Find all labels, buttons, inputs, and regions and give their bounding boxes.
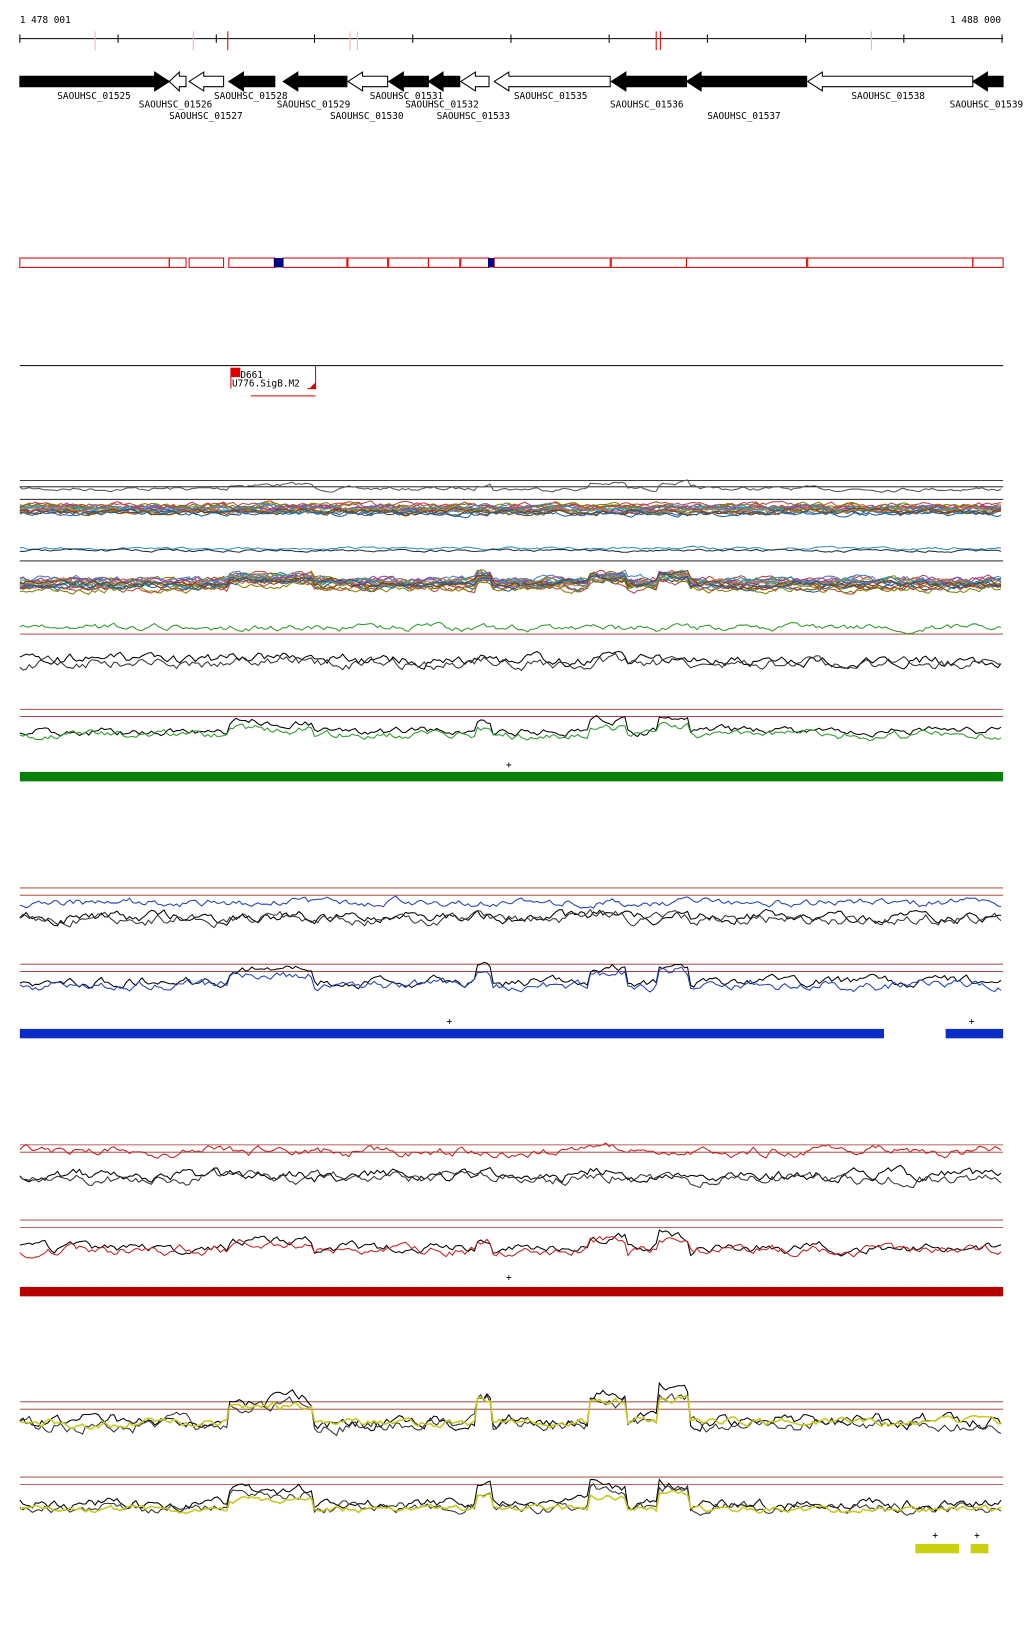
gene <box>346 71 389 92</box>
gene <box>227 71 276 92</box>
signal-line <box>19 545 1002 551</box>
gene-label: SAOUHSC_01535 <box>514 91 588 102</box>
gene-box <box>188 257 225 268</box>
gene-label: SAOUHSC_01536 <box>610 100 684 111</box>
scale-end: 1 488 000 <box>950 15 1001 26</box>
feature-box <box>230 367 241 378</box>
signal-line <box>19 621 1002 635</box>
signal-line <box>19 506 1002 517</box>
plus-mark: + <box>969 1017 975 1028</box>
gene-label: SAOUHSC_01526 <box>139 100 213 111</box>
gene <box>168 70 187 93</box>
gene <box>427 71 461 92</box>
signal-line <box>19 1235 1002 1259</box>
feature-label: U776.SigB.M2 <box>232 378 300 389</box>
signal-line <box>19 503 1002 515</box>
gene-box <box>427 257 461 268</box>
scale-start: 1 478 001 <box>20 15 71 26</box>
gene-box <box>168 257 187 268</box>
signal-line <box>19 1381 1002 1432</box>
signal-line <box>19 966 1002 993</box>
signal-line <box>19 652 1002 672</box>
signal-line <box>19 569 1002 585</box>
blue-mark <box>273 258 284 268</box>
gene <box>685 71 808 92</box>
signal-line <box>19 1229 1002 1257</box>
signal-line <box>19 508 1002 518</box>
gene-label: SAOUHSC_01532 <box>405 100 479 111</box>
gene-label: SAOUHSC_01525 <box>57 91 131 102</box>
region-bar <box>19 771 1004 782</box>
signal-line <box>19 1142 1002 1159</box>
gene <box>971 71 1004 92</box>
blue-mark <box>487 258 495 268</box>
signal-line <box>19 479 1002 493</box>
plus-mark: + <box>932 1531 938 1542</box>
gene <box>493 71 611 92</box>
gene <box>610 71 688 92</box>
gene-label: SAOUHSC_01537 <box>707 111 781 122</box>
gene <box>188 71 225 92</box>
signal-line <box>19 714 1002 738</box>
region-bar <box>19 1286 1004 1297</box>
gene <box>387 71 429 92</box>
signal-line <box>19 502 1002 513</box>
gene-box <box>347 257 389 268</box>
gene-label: SAOUHSC_01530 <box>330 111 404 122</box>
region-bar <box>19 1028 884 1039</box>
signal-line <box>19 548 1002 553</box>
feature-label: D661 <box>240 370 263 381</box>
gene <box>806 71 974 92</box>
signal-line <box>19 505 1002 515</box>
plus-mark: + <box>506 760 512 771</box>
region-bar <box>915 1543 960 1554</box>
signal-line <box>19 908 1002 927</box>
gene-label: SAOUHSC_01539 <box>950 100 1024 111</box>
region-bar <box>970 1543 989 1554</box>
signal-line <box>19 961 1002 990</box>
signal-line <box>19 895 1002 909</box>
signal-line <box>19 650 1002 670</box>
gene-box <box>685 257 808 268</box>
signal-line <box>19 507 1002 517</box>
gene <box>459 71 490 92</box>
gene-label: SAOUHSC_01528 <box>214 91 288 102</box>
region-bar <box>945 1028 1004 1039</box>
signal-line <box>19 1164 1002 1184</box>
gene <box>282 71 348 92</box>
signal-line <box>19 570 1002 590</box>
signal-line <box>19 571 1002 591</box>
signal-line <box>19 1478 1002 1514</box>
signal-line <box>19 908 1002 929</box>
signal-line <box>19 1489 1002 1515</box>
gene-label: SAOUHSC_01538 <box>851 91 925 102</box>
gene <box>19 71 171 92</box>
signal-line <box>19 1168 1002 1189</box>
gene-label: SAOUHSC_01531 <box>370 91 444 102</box>
gene-label: SAOUHSC_01529 <box>277 100 351 111</box>
signal-line <box>19 1395 1002 1430</box>
signal-line <box>19 722 1002 742</box>
plus-mark: + <box>446 1017 452 1028</box>
gene-label: SAOUHSC_01533 <box>437 111 511 122</box>
plus-mark: + <box>974 1531 980 1542</box>
signal-line <box>19 570 1002 588</box>
plus-mark: + <box>506 1273 512 1284</box>
gene-label: SAOUHSC_01527 <box>169 111 243 122</box>
gene-box <box>972 257 1004 268</box>
feature-arrow <box>309 382 316 389</box>
